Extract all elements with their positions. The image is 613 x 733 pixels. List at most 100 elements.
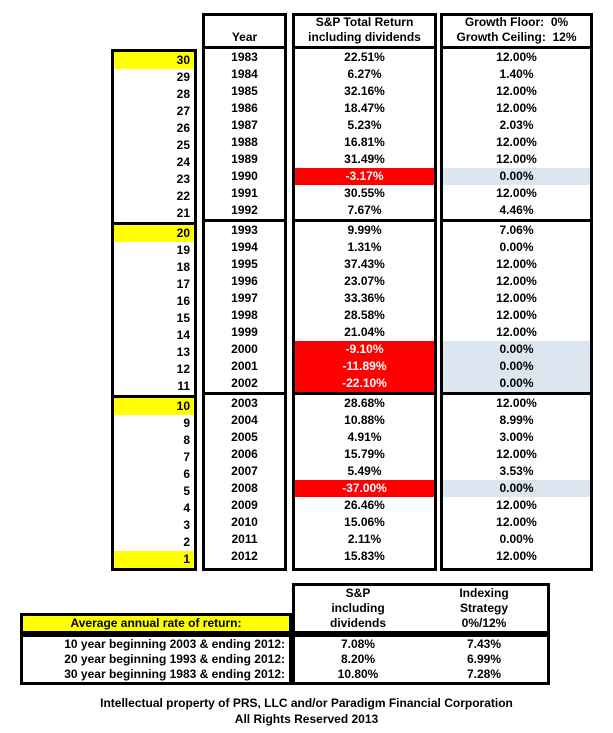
growth-cell: 12.00% [496, 549, 537, 563]
sp-return-cell: 4.91% [347, 430, 382, 444]
summary-indexing-header: Indexing Strategy 0%/12% [421, 586, 547, 631]
growth-cell: 0.00% [499, 532, 534, 546]
sp-return-cell: 7.67% [347, 203, 382, 217]
year-cell: 2005 [231, 430, 258, 444]
sp-return-column-body: 22.51% 6.27% 32.16% 18.47% 5.23% 16.81% 31.49%… [295, 49, 434, 565]
sp-return-cell: 28.68% [344, 396, 385, 410]
countdown-cell: 19 [176, 243, 190, 257]
growth-header-line1: Growth Floor: 0% [464, 15, 569, 29]
sp-return-cell: 5.49% [347, 464, 382, 478]
countdown-cell: 5 [183, 484, 190, 498]
year-cell: 2008 [231, 481, 258, 495]
summary-period-label: 10 year beginning 2003 & ending 2012: [64, 637, 285, 651]
growth-cell: 12.00% [496, 274, 537, 288]
year-header: Year [205, 16, 284, 49]
growth-cell: 0.00% [443, 375, 590, 392]
countdown-cell: 18 [176, 260, 190, 274]
growth-cell: 3.53% [499, 464, 534, 478]
summary-indexing-value: 7.28% [466, 667, 502, 681]
growth-cell: 1.40% [499, 67, 534, 81]
year-cell: 1986 [231, 101, 258, 115]
countdown-cell: 23 [176, 172, 190, 186]
year-cell: 1990 [231, 169, 258, 183]
growth-cell: 0.00% [443, 358, 590, 375]
growth-cell: 12.00% [496, 186, 537, 200]
year-cell: 1983 [231, 50, 258, 64]
growth-cell: 7.06% [499, 223, 534, 237]
growth-cell: 12.00% [496, 152, 537, 166]
summary-indexing-value: 6.99% [466, 652, 502, 666]
growth-column: Growth Floor: 0% Growth Ceiling: 12% 12.… [440, 13, 593, 571]
growth-cell: 12.00% [496, 84, 537, 98]
year-cell: 1988 [231, 135, 258, 149]
year-cell: 1993 [231, 223, 258, 237]
sp-return-cell: 5.23% [347, 118, 382, 132]
summary-sp-header-line3: dividends [329, 616, 386, 630]
summary-indexing-header-line2: Strategy [459, 601, 509, 615]
countdown-column: 30 29 28 27 26 25 24 23 22 21 20 19 18 17 16 15 14 13 12 11… [111, 49, 197, 571]
year-cell: 1998 [231, 308, 258, 322]
growth-cell: 12.00% [496, 257, 537, 271]
sp-return-cell: -37.00% [295, 480, 434, 497]
summary-indexing-header-line3: 0%/12% [461, 616, 507, 630]
sp-return-cell: 32.16% [344, 84, 385, 98]
summary-sp-value: 10.80% [337, 667, 379, 681]
summary-indexing-value: 7.43% [466, 637, 502, 651]
decade-separator [205, 392, 284, 395]
countdown-cell: 26 [176, 121, 190, 135]
summary-title-label: Average annual rate of return: [70, 616, 242, 630]
sp-return-cell: 22.51% [344, 50, 385, 64]
year-cell: 1985 [231, 84, 258, 98]
sp-return-cell: 33.36% [344, 291, 385, 305]
countdown-cell: 14 [176, 328, 190, 342]
sp-return-column: S&P Total Return including dividends 22.… [292, 13, 437, 571]
summary-title-box: Average annual rate of return: [20, 613, 292, 634]
countdown-cell: 2 [183, 535, 190, 549]
countdown-cell: 17 [176, 277, 190, 291]
decade-separator [295, 392, 434, 395]
growth-cell: 0.00% [499, 240, 534, 254]
growth-cell: 12.00% [496, 447, 537, 461]
year-cell: 2011 [231, 532, 258, 546]
sp-return-cell: 30.55% [344, 186, 385, 200]
countdown-cell: 6 [183, 467, 190, 481]
sp-return-cell: 2.11% [347, 532, 382, 546]
countdown-cell: 22 [176, 189, 190, 203]
growth-cell: 12.00% [496, 135, 537, 149]
year-cell: 2010 [231, 515, 258, 529]
decade-separator [443, 219, 590, 222]
summary-header-box: S&P including dividends Indexing Strateg… [292, 583, 550, 634]
year-cell: 1984 [231, 67, 258, 81]
countdown-cell: 27 [176, 104, 190, 118]
sp-return-cell: 31.49% [344, 152, 385, 166]
year-cell: 2009 [231, 498, 258, 512]
year-cell: 1995 [231, 257, 258, 271]
growth-cell: 0.00% [443, 480, 590, 497]
year-column-body: 1983 1984 1985 1986 1987 1988 1989 1990 1991 1992… [205, 49, 284, 565]
summary-sp-header-line2: including [331, 601, 385, 615]
growth-cell: 3.00% [499, 430, 534, 444]
growth-cell: 4.46% [499, 203, 534, 217]
growth-cell: 12.00% [496, 308, 537, 322]
sp-return-cell: 21.04% [344, 325, 385, 339]
sp-return-cell: 23.07% [344, 274, 385, 288]
growth-cell: 12.00% [496, 515, 537, 529]
growth-cell: 12.00% [496, 498, 537, 512]
sp-return-cell: -22.10% [295, 375, 434, 392]
growth-cell: 0.00% [443, 168, 590, 185]
growth-cell: 12.00% [496, 291, 537, 305]
growth-cell: 12.00% [496, 325, 537, 339]
year-cell: 1996 [231, 274, 258, 288]
growth-cell: 2.03% [499, 118, 534, 132]
year-cell: 1987 [231, 118, 258, 132]
summary-sp-header-line1: S&P [345, 586, 371, 600]
sp-header-line2: including dividends [308, 30, 421, 44]
countdown-cell: 30 [114, 52, 194, 69]
year-cell: 1991 [231, 186, 258, 200]
sp-return-cell: -11.89% [295, 358, 434, 375]
decade-separator [295, 219, 434, 222]
sp-return-cell: 18.47% [344, 101, 385, 115]
countdown-cell: 20 [114, 225, 194, 242]
countdown-cell: 12 [176, 362, 190, 376]
